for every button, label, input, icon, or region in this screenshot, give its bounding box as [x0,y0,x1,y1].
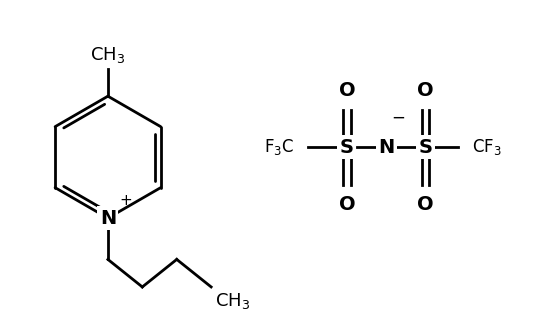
Text: −: − [391,109,405,127]
Text: N: N [100,208,116,228]
Text: +: + [119,193,132,208]
Text: O: O [417,81,434,100]
Text: CH$_3$: CH$_3$ [90,45,125,65]
Text: S: S [340,138,354,157]
Text: S: S [418,138,432,157]
Text: O: O [339,81,355,100]
Text: N: N [378,138,394,157]
Text: CH$_3$: CH$_3$ [215,291,250,311]
Text: CF$_3$: CF$_3$ [472,137,501,157]
Text: F$_3$C: F$_3$C [265,137,295,157]
Text: O: O [339,195,355,214]
Text: O: O [417,195,434,214]
